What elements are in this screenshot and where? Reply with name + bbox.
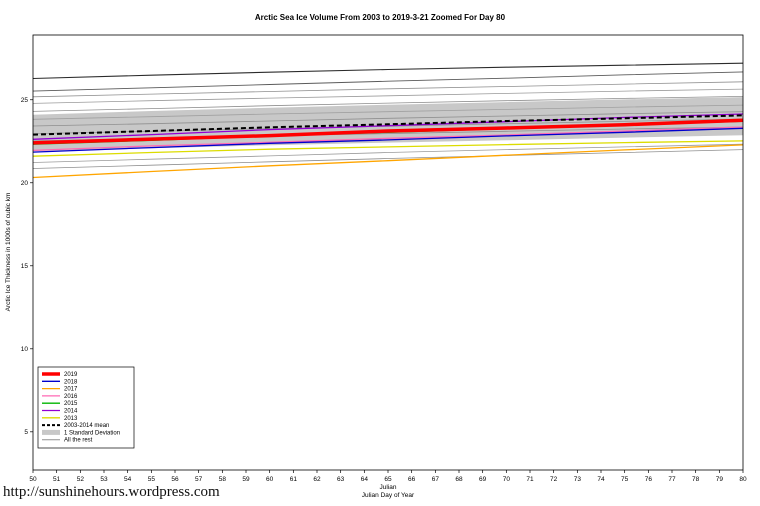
y-tick-label: 5 xyxy=(24,429,28,436)
x-tick-label: 65 xyxy=(384,476,392,483)
x-tick-label: 70 xyxy=(503,476,511,483)
y-tick-label: 25 xyxy=(21,97,29,104)
axis-ticks: 50 51 52 53 54 55 56 57 58 59 60 61 62 63 64 65 66 67 68 69… xyxy=(21,97,747,483)
x-tick-label: 77 xyxy=(668,476,676,483)
legend-label: 1 Standard Deviation xyxy=(64,430,120,436)
legend-label: 2013 xyxy=(64,416,78,422)
x-tick-label: 52 xyxy=(77,476,85,483)
series-line-2016 xyxy=(32,126,744,152)
series-line-2014 xyxy=(32,113,744,140)
legend-label: 2016 xyxy=(64,394,78,400)
x-tick-label: 62 xyxy=(313,476,321,483)
legend-swatch-band xyxy=(42,429,60,435)
x-tick-label: 59 xyxy=(242,476,250,483)
rest-line xyxy=(32,62,744,80)
x-tick-label: 50 xyxy=(29,476,37,483)
legend-label: 2017 xyxy=(64,387,78,393)
y-tick-label: 15 xyxy=(21,263,29,270)
x-tick-label: 72 xyxy=(550,476,558,483)
x-tick-label: 67 xyxy=(432,476,440,483)
rest-line xyxy=(32,143,744,163)
year-series-lines xyxy=(32,113,744,179)
x-tick-label: 75 xyxy=(621,476,629,483)
rest-line xyxy=(32,111,744,127)
legend-label: All the rest xyxy=(64,438,93,444)
series-line-2019 xyxy=(32,118,744,145)
legend-label: 2003-2014 mean xyxy=(64,423,109,429)
x-tick-label: 79 xyxy=(716,476,724,483)
footer-url-link[interactable]: http://sunshinehours.wordpress.com xyxy=(3,484,220,500)
rest-line xyxy=(32,104,744,120)
x-tick-label: 61 xyxy=(290,476,298,483)
x-tick-label: 63 xyxy=(337,476,345,483)
legend-label: 2018 xyxy=(64,379,78,385)
legend-label: 2015 xyxy=(64,401,78,407)
rest-line xyxy=(32,81,744,98)
x-tick-label: 74 xyxy=(597,476,605,483)
x-tick-label: 78 xyxy=(692,476,700,483)
rest-line xyxy=(32,71,744,92)
rest-line xyxy=(32,149,744,169)
y-axis-title: Arctic Ice Thickness in 1000s of cubic k… xyxy=(5,193,12,312)
x-tick-label: 51 xyxy=(53,476,61,483)
series-line-2013 xyxy=(32,140,744,157)
series-line-2018 xyxy=(32,127,744,153)
x-tick-label: 58 xyxy=(219,476,227,483)
x-tick-label: 76 xyxy=(645,476,653,483)
x-axis-label: Julian Day of Year xyxy=(362,492,415,499)
mean-line xyxy=(32,114,744,136)
legend-label: 2014 xyxy=(64,409,78,415)
x-tick-label: 60 xyxy=(266,476,274,483)
x-tick-label: 80 xyxy=(739,476,747,483)
x-tick-label: 68 xyxy=(455,476,463,483)
x-tick-label: 56 xyxy=(171,476,179,483)
x-tick-label: 57 xyxy=(195,476,203,483)
chart-title: Arctic Sea Ice Volume From 2003 to 2019-… xyxy=(254,13,506,22)
x-tick-label: 64 xyxy=(361,476,369,483)
rest-line xyxy=(32,88,744,104)
legend-label: 2019 xyxy=(64,372,78,378)
y-tick-label: 10 xyxy=(21,346,29,353)
x-axis-label-julian: Julian xyxy=(380,484,397,491)
x-tick-label: 71 xyxy=(526,476,534,483)
x-tick-label: 55 xyxy=(148,476,156,483)
x-tick-label: 69 xyxy=(479,476,487,483)
x-tick-label: 53 xyxy=(100,476,108,483)
series-line-2017 xyxy=(32,144,744,179)
x-tick-label: 66 xyxy=(408,476,416,483)
x-tick-label: 54 xyxy=(124,476,132,483)
x-tick-label: 73 xyxy=(574,476,582,483)
y-tick-label: 20 xyxy=(21,180,29,187)
rest-line xyxy=(32,96,744,112)
